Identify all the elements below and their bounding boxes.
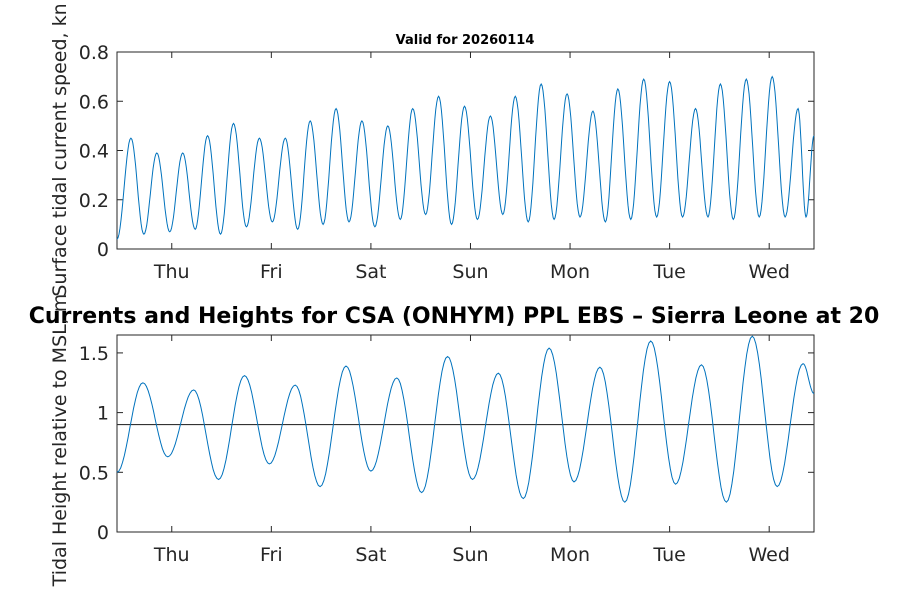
x-tick-label: Sat: [355, 544, 386, 566]
current-y-ticks: 0 0.2 0.4 0.6 0.8: [79, 42, 814, 261]
y-tick-label: 0.8: [79, 42, 109, 64]
height-y-axis-label: Tidal Height relative to MSL, m: [49, 294, 71, 588]
height-plot-area: [116, 334, 815, 533]
y-tick-label: 0: [97, 239, 109, 261]
x-tick-label: Wed: [748, 261, 789, 283]
x-tick-label: Sun: [452, 544, 488, 566]
current-x-ticks: Thu Fri Sat Sun Mon Tue Wed: [153, 52, 790, 283]
height-x-ticks: Thu Fri Sat Sun Mon Tue Wed: [153, 335, 790, 566]
y-tick-label: 1: [97, 403, 109, 425]
y-tick-label: 0.2: [79, 190, 109, 212]
x-tick-label: Mon: [550, 261, 590, 283]
tidal-height-axes: 0 0.5 1 1.5 Thu Fri Sat Sun Mon Tue Wed Currents …: [29, 294, 880, 588]
current-speed-line: [116, 75, 815, 240]
y-tick-label: 1.5: [79, 343, 109, 365]
x-tick-label: Tue: [652, 261, 685, 283]
x-tick-label: Fri: [260, 544, 283, 566]
current-y-axis-label: Surface tidal current speed, kn: [49, 3, 71, 296]
x-tick-label: Thu: [153, 544, 190, 566]
current-chart-title: Valid for 20260114: [396, 33, 535, 48]
y-tick-label: 0.5: [79, 462, 109, 484]
x-tick-label: Sat: [355, 261, 386, 283]
x-tick-label: Fri: [260, 261, 283, 283]
current-speed-axes: 0 0.2 0.4 0.6 0.8 Thu Fri Sat Sun Mon Tue Wed Vali…: [49, 3, 815, 297]
y-tick-label: 0: [97, 522, 109, 544]
tidal-height-line: [116, 335, 815, 503]
x-tick-label: Thu: [153, 261, 190, 283]
height-chart-title: Currents and Heights for CSA (ONHYM) PPL…: [29, 304, 880, 329]
x-tick-label: Wed: [748, 544, 789, 566]
x-tick-label: Sun: [452, 261, 488, 283]
x-tick-label: Mon: [550, 544, 590, 566]
y-tick-label: 0.4: [79, 141, 109, 163]
x-tick-label: Tue: [652, 544, 685, 566]
current-plot-area: [116, 51, 815, 250]
y-tick-label: 0.6: [79, 91, 109, 113]
height-y-ticks: 0 0.5 1 1.5: [79, 343, 814, 544]
